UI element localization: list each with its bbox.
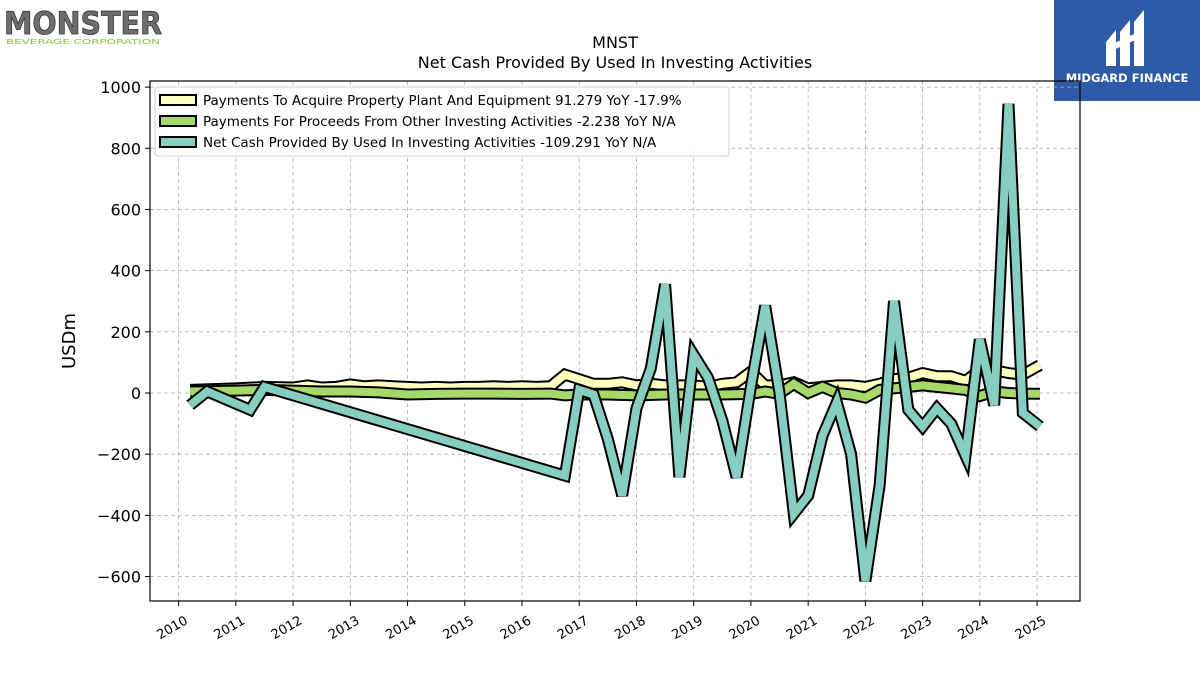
x-tick-label: 2022 bbox=[841, 613, 877, 643]
x-tick-label: 2020 bbox=[727, 613, 763, 643]
x-tick-label: 2019 bbox=[670, 613, 706, 643]
x-tick-label: 2018 bbox=[612, 613, 648, 643]
series-layer bbox=[186, 103, 1044, 582]
series-3 bbox=[186, 103, 1044, 582]
midgard-finance-logo: MIDGARD FINANCE bbox=[1054, 0, 1200, 101]
monster-logo-text: MONSTER bbox=[4, 6, 162, 42]
y-tick-label: 400 bbox=[110, 262, 141, 281]
legend-swatch bbox=[159, 115, 197, 127]
legend-swatch bbox=[159, 94, 197, 106]
x-tick-label: 2014 bbox=[383, 613, 419, 643]
y-tick-label: −200 bbox=[97, 445, 141, 464]
y-tick-label: 800 bbox=[110, 139, 141, 158]
grid bbox=[150, 81, 1080, 601]
y-tick-label: 0 bbox=[131, 384, 141, 403]
monster-logo-subtext: BEVERAGE CORPORATION bbox=[6, 38, 160, 46]
x-tick-label: 2015 bbox=[441, 613, 477, 643]
x-tick-label: 2013 bbox=[326, 613, 362, 643]
legend-swatch bbox=[159, 136, 197, 148]
x-tick-label: 2023 bbox=[898, 613, 934, 643]
x-tick-label: 2021 bbox=[784, 613, 820, 643]
y-tick-label: −400 bbox=[97, 506, 141, 525]
chart-title: MNST bbox=[592, 33, 638, 52]
y-tick-label: 200 bbox=[110, 323, 141, 342]
legend-label: Payments To Acquire Property Plant And E… bbox=[203, 93, 682, 109]
x-tick-label: 2024 bbox=[956, 613, 992, 643]
series-3-line bbox=[187, 103, 1043, 582]
midgard-mark-icon bbox=[1106, 10, 1144, 66]
x-tick-label: 2012 bbox=[269, 613, 305, 643]
legend-label: Payments For Proceeds From Other Investi… bbox=[203, 114, 676, 130]
x-tick-label: 2025 bbox=[1013, 613, 1049, 643]
legend: Payments To Acquire Property Plant And E… bbox=[154, 86, 730, 157]
x-tick-label: 2016 bbox=[498, 613, 534, 643]
legend-label: Net Cash Provided By Used In Investing A… bbox=[203, 135, 657, 151]
x-tick-label: 2011 bbox=[212, 613, 248, 643]
legend-box bbox=[154, 86, 730, 157]
series-3-outline bbox=[186, 103, 1044, 582]
chart-subtitle: Net Cash Provided By Used In Investing A… bbox=[418, 53, 812, 72]
x-tick-label: 2017 bbox=[555, 613, 591, 643]
x-tick-label: 2010 bbox=[154, 613, 190, 643]
y-tick-label: 1000 bbox=[100, 78, 141, 97]
midgard-logo-text: MIDGARD FINANCE bbox=[1066, 71, 1189, 85]
monster-logo: MONSTER BEVERAGE CORPORATION bbox=[4, 4, 164, 48]
y-axis-label: USDm bbox=[59, 313, 80, 369]
y-tick-label: −600 bbox=[97, 568, 141, 587]
y-tick-label: 600 bbox=[110, 200, 141, 219]
plot-frame bbox=[149, 80, 1081, 602]
